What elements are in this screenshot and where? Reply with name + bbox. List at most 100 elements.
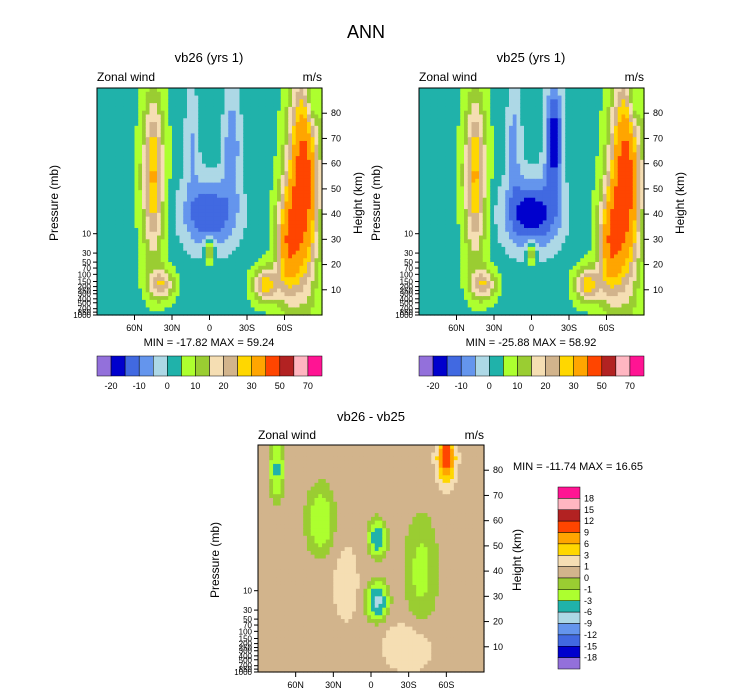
heat-cell — [247, 114, 252, 119]
heat-cell — [422, 303, 428, 309]
heat-cell — [422, 296, 428, 301]
heat-cell — [471, 91, 476, 97]
heat-cell — [497, 156, 503, 161]
heat-cell — [138, 99, 143, 104]
heat-cell — [217, 122, 222, 127]
heat-cell — [280, 110, 286, 116]
heat-cell — [209, 88, 214, 93]
heat-cell — [172, 307, 177, 312]
heat-cell — [452, 137, 458, 142]
heat-cell — [157, 129, 162, 134]
heat-cell — [310, 178, 316, 184]
heat-cell — [228, 193, 233, 199]
heat-cell — [217, 99, 222, 104]
heat-cell — [471, 254, 476, 259]
heat-cell — [314, 137, 319, 142]
heat-cell — [494, 88, 499, 93]
heat-cell — [97, 178, 102, 184]
heat-cell — [149, 273, 154, 278]
heat-cell — [119, 129, 124, 134]
heat-cell — [112, 167, 117, 172]
heat-cell — [422, 262, 428, 267]
heat-cell — [220, 88, 226, 93]
heat-cell — [288, 129, 293, 134]
heat-cell — [445, 159, 450, 165]
heat-cell — [149, 171, 154, 176]
heat-cell — [434, 277, 439, 282]
heat-cell — [295, 125, 301, 131]
heat-cell — [426, 212, 431, 218]
heat-cell — [250, 201, 256, 206]
heat-cell — [288, 175, 293, 180]
heat-cell — [134, 220, 139, 225]
heat-cell — [127, 216, 132, 222]
heat-cell — [198, 212, 203, 218]
heat-cell — [284, 95, 289, 100]
heat-cell — [119, 269, 124, 274]
heat-cell — [318, 152, 323, 157]
heat-cell — [228, 197, 233, 203]
heat-cell — [220, 284, 226, 290]
heat-cell — [235, 205, 241, 210]
heat-cell — [153, 231, 158, 237]
heat-cell — [168, 175, 173, 180]
heat-cell — [426, 144, 431, 150]
heat-cell — [168, 303, 173, 309]
heat-cell — [228, 284, 233, 290]
heat-cell — [273, 133, 278, 138]
heat-cell — [160, 284, 166, 290]
heat-cell — [243, 273, 248, 278]
heat-cell — [479, 163, 484, 169]
heat-cell — [183, 292, 188, 297]
heat-cell — [149, 258, 154, 263]
heat-cell — [235, 190, 241, 195]
heat-cell — [265, 156, 271, 161]
heat-cell — [142, 144, 147, 150]
heat-cell — [164, 156, 169, 161]
heat-cell — [202, 231, 207, 237]
heat-cell — [145, 243, 151, 248]
heat-cell — [486, 265, 491, 271]
heat-cell — [295, 239, 301, 244]
heat-cell — [456, 280, 461, 286]
heat-cell — [108, 239, 113, 244]
y-tick-label: 200 — [78, 283, 92, 292]
heat-cell — [183, 307, 188, 312]
heat-cell — [194, 91, 199, 97]
heat-cell — [299, 254, 304, 259]
heat-cell — [157, 156, 162, 161]
heat-cell — [145, 209, 151, 214]
heat-cell — [430, 243, 435, 248]
heat-cell — [437, 224, 443, 229]
heat-cell — [460, 307, 465, 312]
heat-cell — [277, 175, 282, 180]
heat-cell — [475, 182, 480, 187]
heat-cell — [250, 167, 256, 172]
heat-cell — [250, 209, 256, 214]
heat-cell — [445, 243, 450, 248]
heat-cell — [467, 125, 473, 131]
heat-cell — [422, 235, 428, 240]
heat-cell — [490, 277, 495, 282]
heat-cell — [100, 224, 106, 229]
heat-cell — [419, 182, 424, 187]
heat-cell — [426, 148, 431, 153]
heat-cell — [243, 311, 248, 316]
heat-cell — [299, 182, 304, 187]
heat-cell — [430, 148, 435, 153]
heat-cell — [112, 227, 117, 233]
heat-cell — [175, 258, 181, 263]
heat-cell — [247, 190, 252, 195]
heat-cell — [269, 171, 274, 176]
heat-cell — [127, 288, 132, 293]
heat-cell — [258, 118, 263, 123]
heat-cell — [426, 280, 431, 286]
heat-cell — [486, 91, 491, 97]
heat-cell — [202, 91, 207, 97]
heat-cell — [97, 190, 102, 195]
heat-cell — [277, 212, 282, 218]
heat-cell — [183, 182, 188, 187]
heat-cell — [119, 106, 124, 112]
heat-cell — [127, 239, 132, 244]
heat-cell — [202, 193, 207, 199]
